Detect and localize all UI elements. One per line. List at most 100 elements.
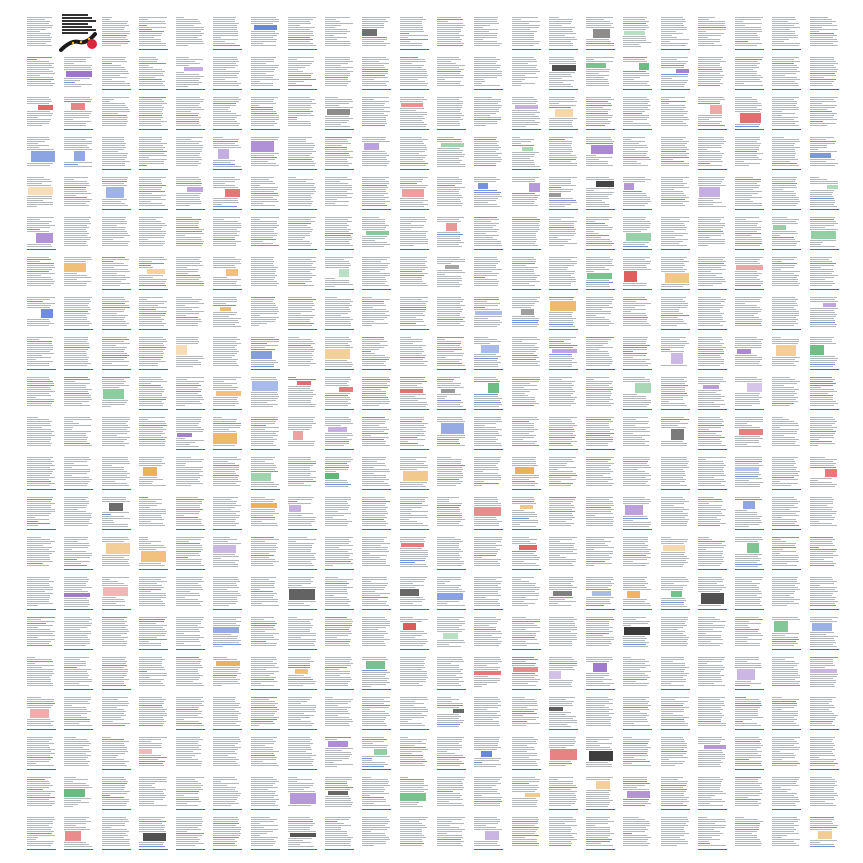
page-thumbnail[interactable] [585, 216, 616, 250]
page-thumbnail[interactable] [585, 416, 616, 450]
page-thumbnail[interactable] [473, 136, 504, 170]
page-thumbnail[interactable] [734, 336, 765, 370]
page-thumbnail[interactable] [175, 456, 206, 490]
page-thumbnail[interactable] [63, 336, 94, 370]
page-thumbnail[interactable] [771, 296, 802, 330]
page-thumbnail[interactable] [101, 136, 132, 170]
page-thumbnail[interactable] [101, 376, 132, 410]
page-thumbnail[interactable] [585, 496, 616, 530]
page-thumbnail[interactable] [809, 176, 840, 210]
page-thumbnail[interactable] [63, 456, 94, 490]
page-thumbnail[interactable] [473, 16, 504, 50]
page-thumbnail[interactable] [212, 496, 243, 530]
page-thumbnail[interactable] [511, 336, 542, 370]
page-thumbnail[interactable] [212, 216, 243, 250]
page-thumbnail[interactable] [138, 376, 169, 410]
page-thumbnail[interactable] [26, 256, 57, 290]
page-thumbnail[interactable] [250, 576, 281, 610]
page-thumbnail[interactable] [175, 216, 206, 250]
page-thumbnail[interactable] [660, 256, 691, 290]
page-thumbnail[interactable] [473, 56, 504, 90]
page-thumbnail[interactable] [697, 176, 728, 210]
page-thumbnail[interactable] [697, 416, 728, 450]
page-thumbnail[interactable] [809, 336, 840, 370]
page-thumbnail[interactable] [585, 136, 616, 170]
page-thumbnail[interactable] [26, 536, 57, 570]
page-thumbnail[interactable] [250, 176, 281, 210]
page-thumbnail[interactable] [399, 56, 430, 90]
page-thumbnail[interactable] [361, 376, 392, 410]
page-thumbnail[interactable] [324, 456, 355, 490]
page-thumbnail[interactable] [436, 576, 467, 610]
page-thumbnail[interactable] [287, 456, 318, 490]
page-thumbnail[interactable] [399, 96, 430, 130]
page-thumbnail[interactable] [101, 496, 132, 530]
page-thumbnail[interactable] [63, 256, 94, 290]
page-thumbnail[interactable] [511, 216, 542, 250]
page-thumbnail[interactable] [473, 536, 504, 570]
page-thumbnail[interactable] [511, 296, 542, 330]
page-thumbnail[interactable] [809, 56, 840, 90]
page-thumbnail[interactable] [287, 336, 318, 370]
page-thumbnail[interactable] [511, 536, 542, 570]
page-thumbnail[interactable] [511, 496, 542, 530]
page-thumbnail[interactable] [101, 296, 132, 330]
page-thumbnail[interactable] [324, 136, 355, 170]
page-thumbnail[interactable] [697, 456, 728, 490]
page-thumbnail[interactable] [175, 16, 206, 50]
page-thumbnail[interactable] [63, 216, 94, 250]
page-thumbnail[interactable] [101, 456, 132, 490]
page-thumbnail[interactable] [324, 56, 355, 90]
page-thumbnail[interactable] [138, 216, 169, 250]
page-thumbnail[interactable] [361, 256, 392, 290]
page-thumbnail[interactable] [697, 16, 728, 50]
page-thumbnail[interactable] [175, 496, 206, 530]
page-thumbnail[interactable] [436, 176, 467, 210]
page-thumbnail[interactable] [175, 56, 206, 90]
page-thumbnail[interactable] [771, 456, 802, 490]
page-thumbnail[interactable] [287, 536, 318, 570]
page-thumbnail[interactable] [660, 296, 691, 330]
page-thumbnail[interactable] [809, 296, 840, 330]
page-thumbnail[interactable] [324, 536, 355, 570]
page-thumbnail[interactable] [585, 96, 616, 130]
page-thumbnail[interactable] [734, 56, 765, 90]
page-thumbnail[interactable] [660, 456, 691, 490]
page-thumbnail[interactable] [622, 336, 653, 370]
page-thumbnail[interactable] [361, 456, 392, 490]
page-thumbnail[interactable] [473, 256, 504, 290]
page-thumbnail[interactable] [63, 96, 94, 130]
page-thumbnail[interactable] [734, 416, 765, 450]
page-thumbnail[interactable] [771, 336, 802, 370]
page-thumbnail[interactable] [26, 216, 57, 250]
page-thumbnail[interactable] [26, 136, 57, 170]
page-thumbnail[interactable] [212, 16, 243, 50]
page-thumbnail[interactable] [250, 496, 281, 530]
page-thumbnail[interactable] [212, 96, 243, 130]
page-thumbnail[interactable] [26, 416, 57, 450]
page-thumbnail[interactable] [250, 296, 281, 330]
page-thumbnail[interactable] [585, 336, 616, 370]
page-thumbnail[interactable] [585, 176, 616, 210]
page-thumbnail[interactable] [548, 456, 579, 490]
page-thumbnail[interactable] [250, 96, 281, 130]
page-thumbnail[interactable] [511, 456, 542, 490]
page-thumbnail[interactable] [771, 96, 802, 130]
page-thumbnail[interactable] [138, 16, 169, 50]
page-thumbnail[interactable] [175, 256, 206, 290]
page-thumbnail[interactable] [63, 496, 94, 530]
page-thumbnail[interactable] [26, 296, 57, 330]
page-thumbnail[interactable] [324, 336, 355, 370]
page-thumbnail[interactable] [287, 496, 318, 530]
page-thumbnail[interactable] [622, 216, 653, 250]
page-thumbnail[interactable] [436, 136, 467, 170]
page-thumbnail[interactable] [734, 216, 765, 250]
page-thumbnail[interactable] [660, 136, 691, 170]
page-thumbnail[interactable] [473, 336, 504, 370]
page-thumbnail[interactable] [771, 56, 802, 90]
page-thumbnail[interactable] [361, 336, 392, 370]
page-thumbnail[interactable] [585, 56, 616, 90]
page-thumbnail[interactable] [473, 456, 504, 490]
page-thumbnail[interactable] [63, 56, 94, 90]
page-thumbnail[interactable] [660, 376, 691, 410]
